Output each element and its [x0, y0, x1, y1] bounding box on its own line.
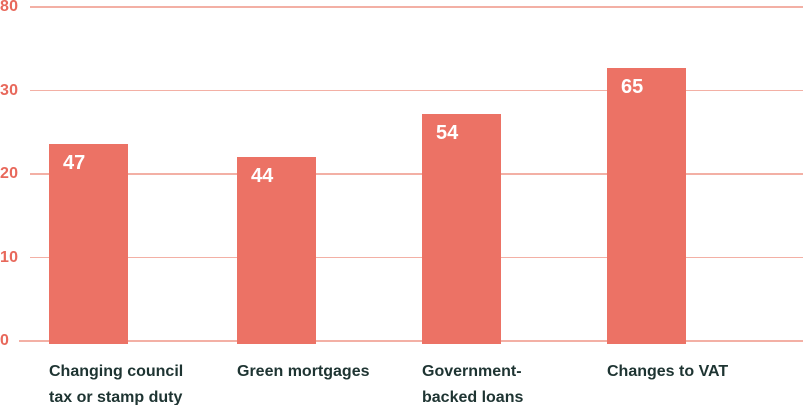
bar	[49, 144, 128, 344]
bar	[607, 68, 686, 344]
category-label: Green mortgages	[237, 359, 369, 385]
bar-value-label: 54	[436, 122, 459, 144]
y-axis-tick-label: 30	[0, 81, 19, 99]
gridline	[30, 89, 803, 92]
y-axis-tick-label: 80	[0, 0, 19, 15]
bar	[422, 114, 501, 344]
category-label-line: tax or stamp duty	[49, 389, 183, 405]
y-axis-tick-label: 20	[0, 165, 19, 182]
y-axis-tick-label: 0	[0, 332, 10, 349]
category-label-line: Changes to VAT	[607, 363, 729, 380]
bar	[237, 157, 316, 344]
category-label: Changing council tax or stamp duty	[49, 359, 183, 405]
category-label-line: Government-	[422, 363, 522, 380]
category-label-line: Changing council	[49, 363, 184, 380]
category-label: Changes to VAT	[607, 359, 728, 385]
category-label-line: Green mortgages	[237, 363, 370, 380]
gridline	[19, 340, 803, 342]
y-axis-tick-label: 10	[0, 248, 19, 266]
gridline	[30, 173, 803, 175]
bar-value-label: 47	[63, 152, 86, 174]
category-label-line: backed loans	[422, 389, 524, 405]
category-label: Government-backed loans	[422, 359, 523, 405]
gridline	[30, 256, 803, 259]
gridline	[30, 6, 803, 8]
bar-value-label: 44	[251, 165, 274, 187]
bar-value-label: 65	[621, 76, 644, 98]
